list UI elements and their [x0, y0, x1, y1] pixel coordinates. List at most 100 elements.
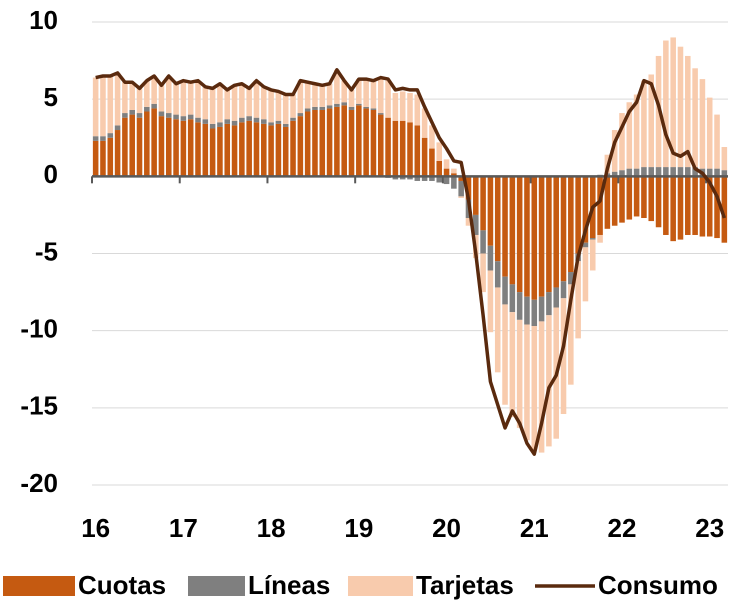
- bar: [546, 315, 552, 447]
- bar: [436, 176, 443, 183]
- bar: [399, 91, 406, 121]
- bar: [209, 88, 216, 124]
- bar: [663, 176, 669, 235]
- bar: [685, 176, 691, 235]
- bar: [290, 120, 296, 177]
- bar: [414, 176, 421, 181]
- bar: [692, 68, 698, 168]
- bar: [502, 304, 508, 405]
- bar: [648, 176, 655, 222]
- y-tick-label: 5: [44, 82, 58, 112]
- bar: [92, 77, 99, 137]
- bar: [568, 272, 574, 285]
- bar: [217, 83, 223, 123]
- bar: [706, 168, 713, 177]
- bar: [144, 111, 150, 177]
- bar: [619, 170, 625, 177]
- bar: [202, 119, 209, 124]
- bar: [633, 94, 640, 169]
- bar: [261, 119, 267, 124]
- bar: [385, 117, 391, 177]
- bar: [611, 130, 618, 172]
- bar: [290, 94, 296, 118]
- bar: [480, 253, 486, 293]
- legend-label: Cuotas: [78, 570, 166, 600]
- line: [95, 68, 726, 456]
- bar: [341, 80, 347, 103]
- bar: [151, 103, 157, 109]
- bar: [107, 133, 114, 138]
- bar: [648, 167, 655, 177]
- bar: [202, 86, 209, 120]
- bar: [151, 76, 157, 104]
- bar: [509, 176, 516, 285]
- bar: [473, 176, 479, 215]
- bar: [356, 103, 362, 106]
- bar: [239, 83, 245, 118]
- bar: [487, 270, 494, 333]
- bar: [297, 80, 304, 114]
- bar: [480, 176, 486, 231]
- bar: [465, 218, 472, 226]
- bar: [180, 80, 187, 117]
- bar: [239, 117, 245, 123]
- bar: [538, 321, 545, 453]
- bar: [348, 109, 355, 177]
- bar: [677, 176, 684, 240]
- bar: [180, 120, 187, 177]
- bar: [202, 123, 209, 177]
- bar: [239, 122, 245, 177]
- bar: [509, 284, 516, 313]
- bar: [114, 130, 121, 177]
- bar: [685, 167, 691, 177]
- y-tick-label: -10: [20, 314, 58, 344]
- bar: [209, 123, 216, 129]
- bar: [100, 76, 106, 137]
- bar: [626, 176, 633, 220]
- bar: [268, 122, 274, 126]
- bar: [253, 122, 260, 177]
- bar: [399, 176, 406, 180]
- x-tick-label: 16: [81, 513, 110, 543]
- bar: [407, 122, 413, 177]
- bar: [348, 106, 355, 110]
- bar: [421, 176, 428, 181]
- bar: [392, 120, 399, 177]
- bar: [589, 238, 596, 240]
- legend-label: Líneas: [248, 570, 330, 600]
- bar: [516, 292, 523, 320]
- bar: [92, 140, 99, 177]
- bar: [502, 176, 508, 277]
- bar: [641, 80, 647, 168]
- bar: [363, 106, 369, 109]
- bar: [619, 113, 625, 171]
- bar: [626, 102, 633, 169]
- bar: [100, 136, 106, 141]
- bar: [692, 167, 698, 177]
- bar: [144, 80, 150, 107]
- bar: [699, 176, 706, 237]
- legend-swatch: [188, 576, 245, 596]
- bar: [231, 85, 238, 121]
- bar: [392, 92, 399, 121]
- bar: [144, 106, 150, 112]
- bar: [100, 140, 106, 177]
- bar: [721, 170, 728, 177]
- bar: [706, 97, 713, 169]
- x-tick-label: 17: [169, 513, 198, 543]
- bar: [714, 114, 720, 169]
- bar: [538, 176, 545, 297]
- bar: [575, 176, 581, 254]
- bar: [516, 319, 523, 428]
- bar: [165, 76, 172, 114]
- bar: [151, 108, 157, 177]
- bar: [692, 176, 698, 235]
- bar: [158, 116, 165, 177]
- bar: [231, 120, 238, 126]
- bar: [231, 125, 238, 177]
- bar: [436, 142, 443, 161]
- x-tick-label: 20: [432, 513, 461, 543]
- bar: [246, 120, 252, 177]
- bar: [370, 108, 377, 110]
- bar: [195, 80, 201, 118]
